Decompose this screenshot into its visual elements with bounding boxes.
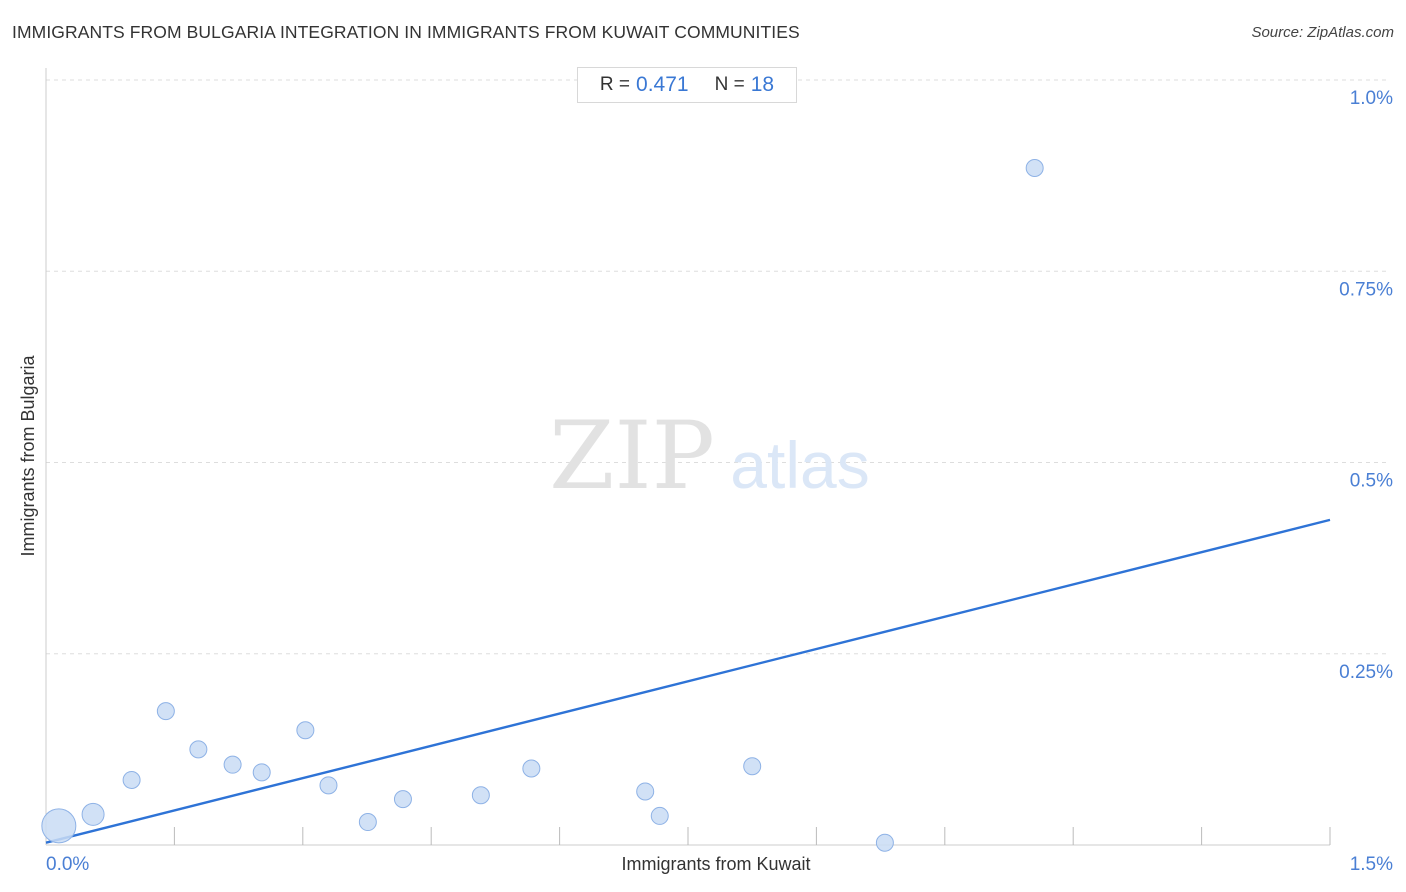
y-tick-label: 0.75% — [1339, 279, 1393, 300]
data-point — [875, 833, 894, 852]
data-point — [1025, 158, 1044, 177]
watermark: ZIP atlas — [549, 402, 870, 511]
axes — [45, 68, 1331, 846]
x-tick-label: 0.0% — [46, 854, 89, 875]
data-point — [252, 763, 271, 782]
y-axis-title: Immigrants from Bulgaria — [18, 354, 38, 556]
data-point — [122, 770, 141, 789]
data-point — [189, 740, 208, 759]
source-label: Source: ZipAtlas.com — [1251, 24, 1394, 41]
x-tick-label: 1.5% — [1350, 854, 1393, 875]
trendline-group — [45, 518, 1331, 844]
watermark-atlas: atlas — [730, 428, 869, 502]
data-point — [743, 757, 762, 776]
y-tick-label: 1.0% — [1350, 88, 1393, 109]
n-value: 18 — [750, 73, 775, 96]
stats-box: R = 0.471 N = 18 — [577, 67, 797, 103]
gridlines — [46, 79, 1390, 655]
data-point — [358, 813, 377, 832]
r-label: R = — [599, 74, 631, 95]
data-point — [650, 806, 669, 825]
data-point — [636, 782, 655, 801]
data-point — [156, 702, 175, 721]
data-point — [81, 802, 105, 826]
data-point — [393, 790, 412, 809]
data-point — [296, 721, 315, 740]
data-point — [223, 755, 242, 774]
y-tick-label: 0.5% — [1350, 471, 1393, 492]
x-axis-title: Immigrants from Kuwait — [621, 854, 810, 874]
y-tick-label: 0.25% — [1339, 662, 1393, 683]
trendline — [45, 518, 1331, 844]
data-point — [522, 759, 541, 778]
chart-title: IMMIGRANTS FROM BULGARIA INTEGRATION IN … — [12, 22, 800, 42]
r-value: 0.471 — [636, 73, 689, 96]
y-tick-labels: 0.25% 0.5% 0.75% 1.0% — [1339, 88, 1393, 683]
watermark-zip: ZIP — [549, 402, 715, 511]
data-point — [41, 808, 77, 844]
data-point — [471, 786, 490, 805]
data-points — [41, 158, 1044, 852]
x-tick-labels: 0.0% 1.5% — [46, 854, 1393, 875]
n-label: N = — [714, 74, 745, 95]
data-point — [319, 776, 338, 795]
